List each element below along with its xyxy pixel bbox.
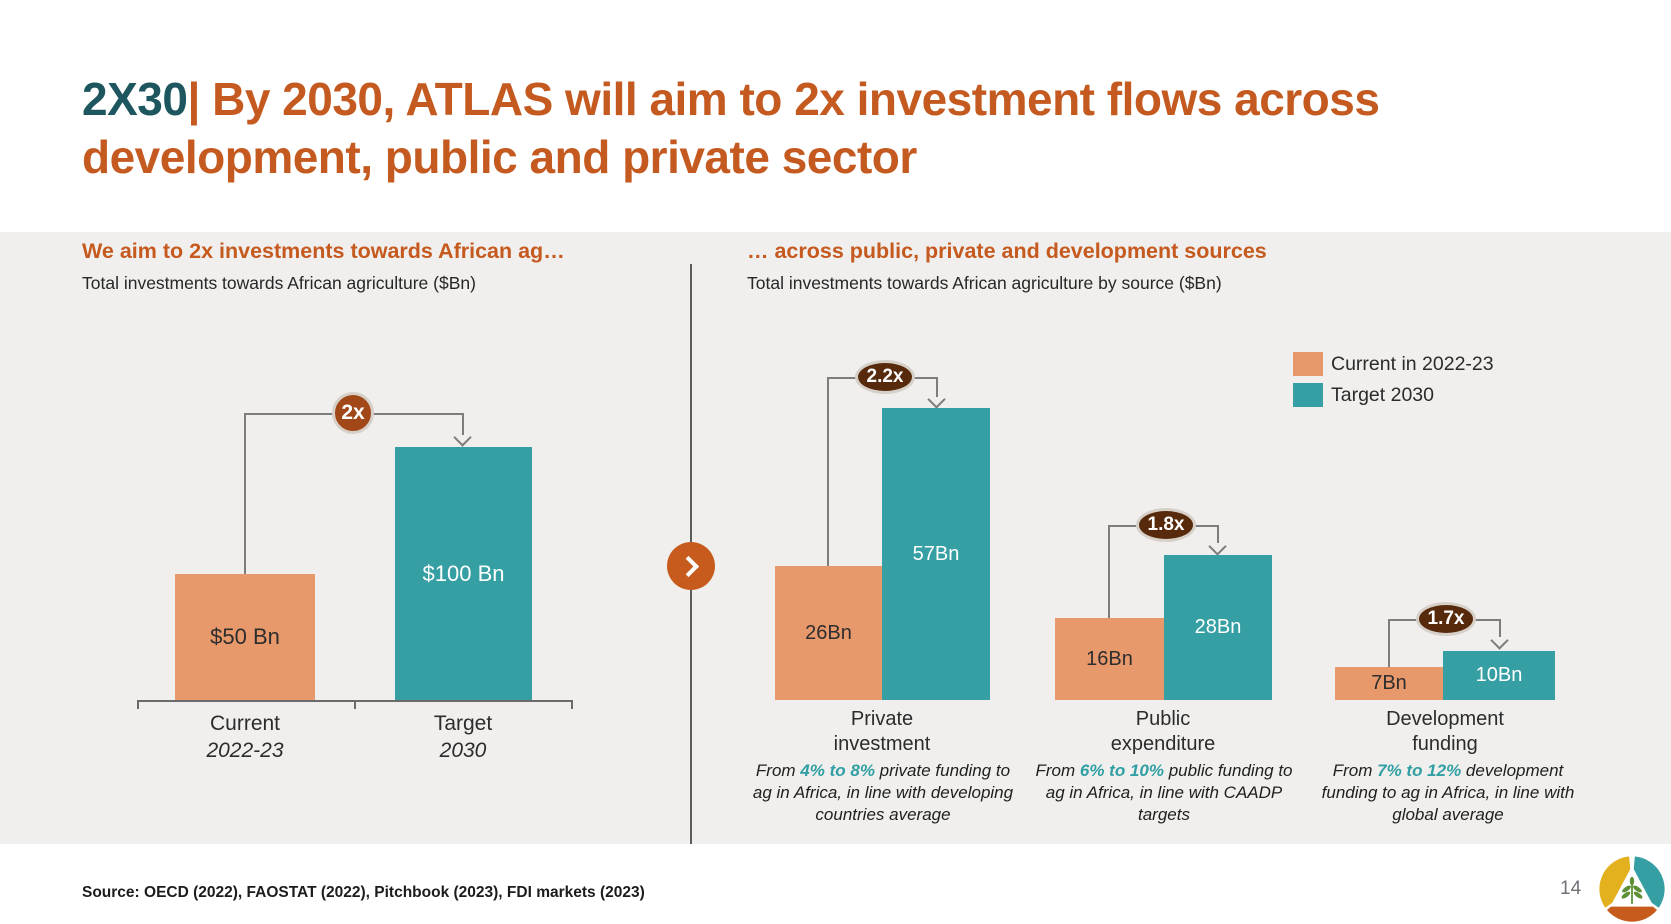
- group2-footnote: From 6% to 10% public funding to ag in A…: [1030, 760, 1298, 826]
- left-connector-stem: [462, 413, 464, 435]
- logo-teal-segment: [1632, 856, 1665, 908]
- badge-text: 1.7x: [1427, 608, 1465, 629]
- group1-connector-stem: [936, 377, 938, 397]
- bar-value-label: 26Bn: [805, 621, 852, 644]
- group1-footnote: From 4% to 8% private funding to ag in A…: [752, 760, 1014, 826]
- bar-value-label: 28Bn: [1194, 616, 1242, 638]
- group1-current-bar: 26Bn: [775, 566, 882, 700]
- footnote-highlight: 4% to 8%: [800, 761, 875, 780]
- legend-swatch-current: [1293, 352, 1323, 376]
- group3-connector-vertical: [1388, 619, 1390, 667]
- axis-tick: [354, 700, 356, 709]
- footnote-rest: private funding to ag in Africa, in line…: [752, 761, 1014, 824]
- logo-yellow-segment: [1599, 856, 1632, 908]
- bar-value-label: 7Bn: [1371, 672, 1407, 694]
- footnote-prefix: From: [1035, 761, 1080, 780]
- chevron-right-icon: [677, 555, 700, 577]
- badge-text: 2.2x: [866, 366, 904, 387]
- group2-connector-stem: [1217, 525, 1219, 543]
- left-connector-vertical: [244, 413, 246, 574]
- right-panel-heading: … across public, private and development…: [747, 239, 1267, 263]
- group3-label: Development funding: [1386, 708, 1504, 755]
- left-chart-target-bar: $100 Bn: [395, 447, 532, 700]
- source-text: Source: OECD (2022), FAOSTAT (2022), Pit…: [82, 884, 645, 901]
- group2-label: Public expenditure: [1110, 708, 1216, 755]
- footnote-highlight: 7% to 12%: [1377, 761, 1462, 780]
- category-line1: Target: [433, 712, 493, 735]
- bar-value-label: 16Bn: [1086, 647, 1133, 670]
- axis-tick: [137, 700, 139, 709]
- group2-current-bar: 16Bn: [1055, 618, 1164, 700]
- category-line2: 2022-23: [206, 739, 284, 762]
- group3-current-bar: 7Bn: [1335, 667, 1443, 700]
- group1-connector-vertical: [827, 377, 829, 566]
- bar-value-label: $100 Bn: [422, 560, 505, 586]
- category-label-target: Target 2030: [378, 710, 548, 764]
- page-number: 14: [1560, 878, 1582, 899]
- group3-footnote: From 7% to 12% development funding to ag…: [1308, 760, 1588, 826]
- left-chart-current-bar: $50 Bn: [175, 574, 315, 700]
- multiplier-badge-2.2x: 2.2x: [855, 360, 915, 394]
- footnote-rest: development funding to ag in Africa, in …: [1321, 761, 1575, 824]
- title-separator: |: [187, 73, 213, 125]
- title-text: By 2030, ATLAS will aim to 2x investment…: [82, 73, 1380, 183]
- group1-target-bar: 57Bn: [882, 408, 990, 700]
- footnote-rest: public funding to ag in Africa, in line …: [1045, 761, 1293, 824]
- right-panel-subtitle: Total investments towards African agricu…: [747, 273, 1222, 293]
- group2-connector-vertical: [1108, 525, 1110, 618]
- bar-value-label: 57Bn: [912, 542, 960, 565]
- footnote-prefix: From: [1332, 761, 1378, 780]
- footnote-highlight: 6% to 10%: [1079, 761, 1164, 780]
- bar-value-label: 10Bn: [1475, 664, 1523, 686]
- group3-target-bar: 10Bn: [1443, 651, 1555, 700]
- group3-connector-stem: [1499, 619, 1501, 637]
- badge-text: 1.8x: [1147, 514, 1185, 535]
- category-line1: Current: [209, 712, 281, 735]
- arrow-right-icon: [667, 542, 715, 590]
- axis-tick: [571, 700, 573, 709]
- category-line2: 2030: [439, 739, 487, 762]
- multiplier-badge-1.8x: 1.8x: [1136, 508, 1196, 542]
- legend-swatch-target: [1293, 383, 1323, 407]
- slide-title: 2X30| By 2030, ATLAS will aim to 2x inve…: [82, 70, 1442, 186]
- left-panel-subtitle: Total investments towards African agricu…: [82, 273, 476, 293]
- bar-value-label: $50 Bn: [210, 624, 280, 649]
- footnote-prefix: From: [755, 761, 801, 780]
- logo-plant-icon: [1621, 876, 1643, 904]
- category-label-current: Current 2022-23: [160, 710, 330, 764]
- group2-target-bar: 28Bn: [1164, 555, 1272, 700]
- left-panel-heading: We aim to 2x investments towards African…: [82, 239, 565, 263]
- content-band: [0, 232, 1671, 844]
- atlas-logo: [1599, 856, 1665, 922]
- legend-label-current: Current in 2022-23: [1331, 353, 1494, 375]
- legend-label-target: Target 2030: [1331, 384, 1434, 406]
- badge-text: 2x: [341, 401, 365, 424]
- title-brand: 2X30: [82, 73, 188, 125]
- multiplier-badge-2x: 2x: [332, 392, 374, 434]
- group1-label: Private investment: [833, 708, 931, 755]
- multiplier-badge-1.7x: 1.7x: [1416, 602, 1476, 636]
